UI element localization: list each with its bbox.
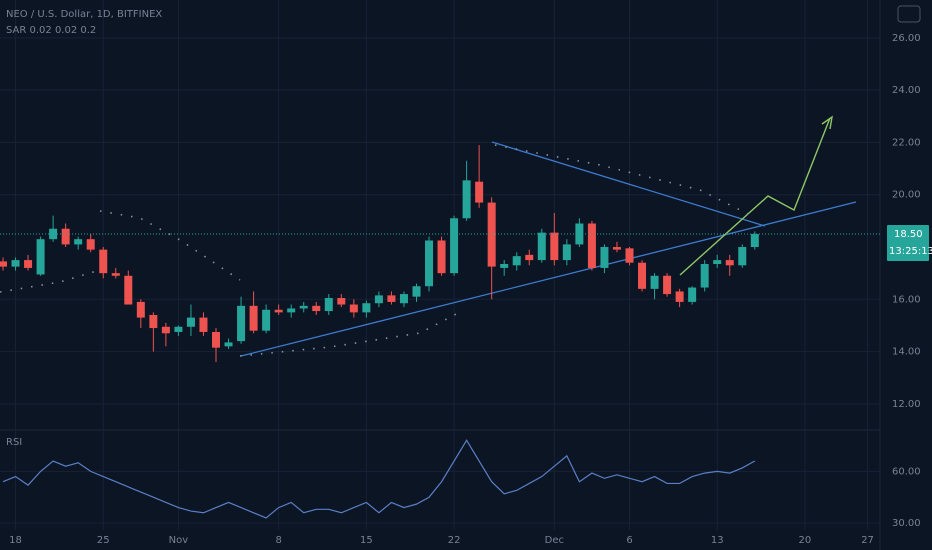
last-price-badge [887,224,929,261]
y-tick-label: 24.00 [892,85,921,96]
candle-body [124,275,133,305]
candle-body [399,294,408,304]
candle-body [186,317,195,327]
x-tick-label: 18 [9,535,22,546]
candle-body [650,275,659,289]
candle-body [713,260,722,265]
sar-dots [99,210,241,281]
candle-body [725,260,734,266]
candle-body [212,331,221,348]
candle-body [74,239,83,245]
trendline [491,141,766,227]
x-tick-label: 15 [360,535,373,546]
candle-body [299,305,308,309]
candle-body [587,223,596,268]
candle-body [625,248,634,263]
x-tick-label: 20 [799,535,812,546]
x-tick-label: 13 [711,535,724,546]
candle-body [149,314,158,329]
candle-body [525,254,534,261]
x-tick-label: Nov [169,535,189,546]
candle-body [462,180,471,219]
candle-body [0,261,7,267]
candle-body [49,228,58,240]
candle-body [412,286,421,297]
candle-body [36,239,45,275]
candle-body [224,342,233,347]
indicator-line [2,439,756,519]
candle-body [475,181,484,203]
y-tick-label: 14.00 [892,347,921,358]
y-tick-label: 20.00 [892,190,921,201]
candle-body [675,291,684,302]
indicator-tick-label: 60.00 [892,466,921,477]
x-tick-label: Dec [545,535,564,546]
y-tick-label: 12.00 [892,399,921,410]
trendline [240,201,857,357]
candle-body [487,202,496,267]
x-tick-label: 6 [626,535,632,546]
candle-body [500,264,509,268]
candle-body [663,275,672,295]
candle-body [387,295,396,302]
candle-body [337,297,346,305]
candle-body [750,233,759,248]
x-tick-label: 25 [97,535,110,546]
arrow-head [821,115,833,130]
settings-button[interactable] [897,5,921,23]
candle-body [612,247,621,250]
candle-body [262,309,271,331]
candle-body [174,326,183,332]
candle-body [287,308,296,313]
candle-body [161,326,170,334]
candle-body [437,240,446,274]
candle-body [450,218,459,274]
marks [0,145,880,519]
y-tick-label: 16.00 [892,294,921,305]
countdown-label: 13:25:13 [889,246,932,257]
candle-body [349,304,358,313]
candle-body [512,256,521,266]
candle-body [600,247,609,268]
candle-body [199,317,208,332]
candle-body [11,260,20,267]
candle-body [86,239,95,250]
candle-body [99,249,108,274]
candle-body [425,240,434,287]
projection-arrow [679,117,831,276]
x-tick-label: 8 [275,535,281,546]
indicator-name: RSI [6,437,22,448]
y-tick-label: 22.00 [892,137,921,148]
candle-body [237,305,246,342]
candle-body [362,303,371,313]
candle-body [61,228,70,245]
indicator-tick-label: 30.00 [892,518,921,529]
candle-body [274,309,283,313]
x-tick-label: 27 [861,535,874,546]
candle-body [738,247,747,266]
sar-dots [494,144,751,216]
candle-body [312,305,321,312]
candle-body [24,260,33,268]
candle-body [537,232,546,261]
candle-body [550,232,559,261]
y-tick-label: 26.00 [892,33,921,44]
candle-body [700,264,709,288]
indicator-legend: SAR 0.02 0.02 0.2 [6,25,96,36]
candle-body [374,295,383,304]
last-price-label: 18.50 [894,229,923,240]
candle-body [638,262,647,289]
candle-body [111,273,120,276]
chart-title: NEO / U.S. Dollar, 1D, BITFINEX [6,9,162,20]
candle-body [249,305,258,331]
x-tick-label: 22 [448,535,461,546]
candle-body [136,301,145,318]
candle-body [324,297,333,312]
candle-body [562,244,571,261]
candle-body [688,287,697,302]
